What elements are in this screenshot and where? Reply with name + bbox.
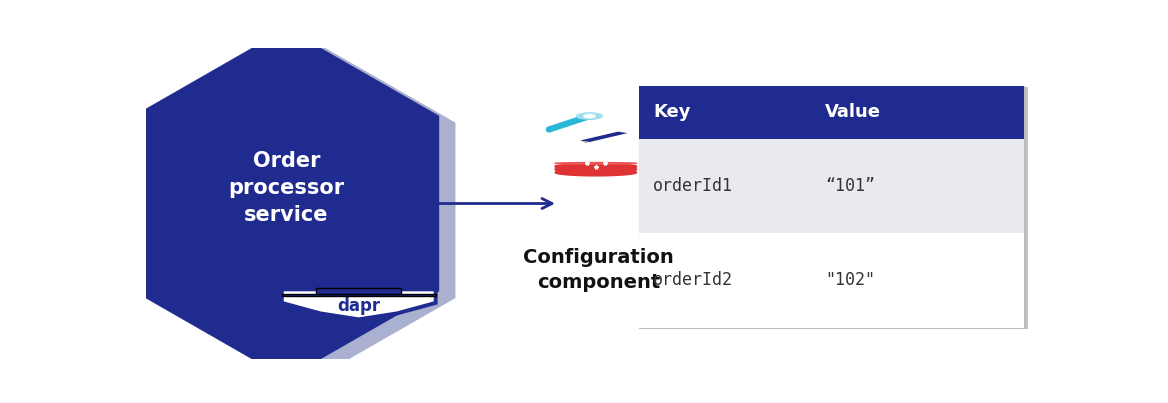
Text: orderId1: orderId1 bbox=[653, 177, 732, 195]
FancyBboxPatch shape bbox=[639, 85, 1024, 328]
FancyBboxPatch shape bbox=[281, 293, 436, 296]
Text: orderId2: orderId2 bbox=[653, 272, 732, 289]
FancyBboxPatch shape bbox=[639, 233, 1024, 328]
Polygon shape bbox=[580, 132, 627, 142]
Polygon shape bbox=[584, 115, 596, 118]
FancyBboxPatch shape bbox=[642, 87, 1028, 329]
Polygon shape bbox=[555, 168, 637, 170]
Polygon shape bbox=[150, 35, 456, 386]
Text: dapr: dapr bbox=[338, 297, 381, 315]
Text: “101”: “101” bbox=[825, 177, 875, 195]
Polygon shape bbox=[580, 141, 590, 143]
Text: "102": "102" bbox=[825, 272, 875, 289]
Text: Configuration
component: Configuration component bbox=[523, 248, 674, 292]
Polygon shape bbox=[555, 166, 637, 173]
FancyBboxPatch shape bbox=[639, 85, 1024, 139]
Polygon shape bbox=[133, 28, 439, 379]
FancyBboxPatch shape bbox=[317, 288, 401, 293]
FancyBboxPatch shape bbox=[639, 139, 1024, 233]
Polygon shape bbox=[281, 289, 436, 319]
Text: Key: Key bbox=[653, 103, 690, 121]
Polygon shape bbox=[577, 113, 603, 119]
Polygon shape bbox=[555, 163, 637, 170]
Polygon shape bbox=[555, 162, 637, 164]
Text: Order
processor
service: Order processor service bbox=[228, 151, 345, 225]
Polygon shape bbox=[555, 165, 637, 167]
Polygon shape bbox=[577, 113, 603, 119]
Text: Value: Value bbox=[825, 103, 881, 121]
Polygon shape bbox=[555, 169, 637, 176]
